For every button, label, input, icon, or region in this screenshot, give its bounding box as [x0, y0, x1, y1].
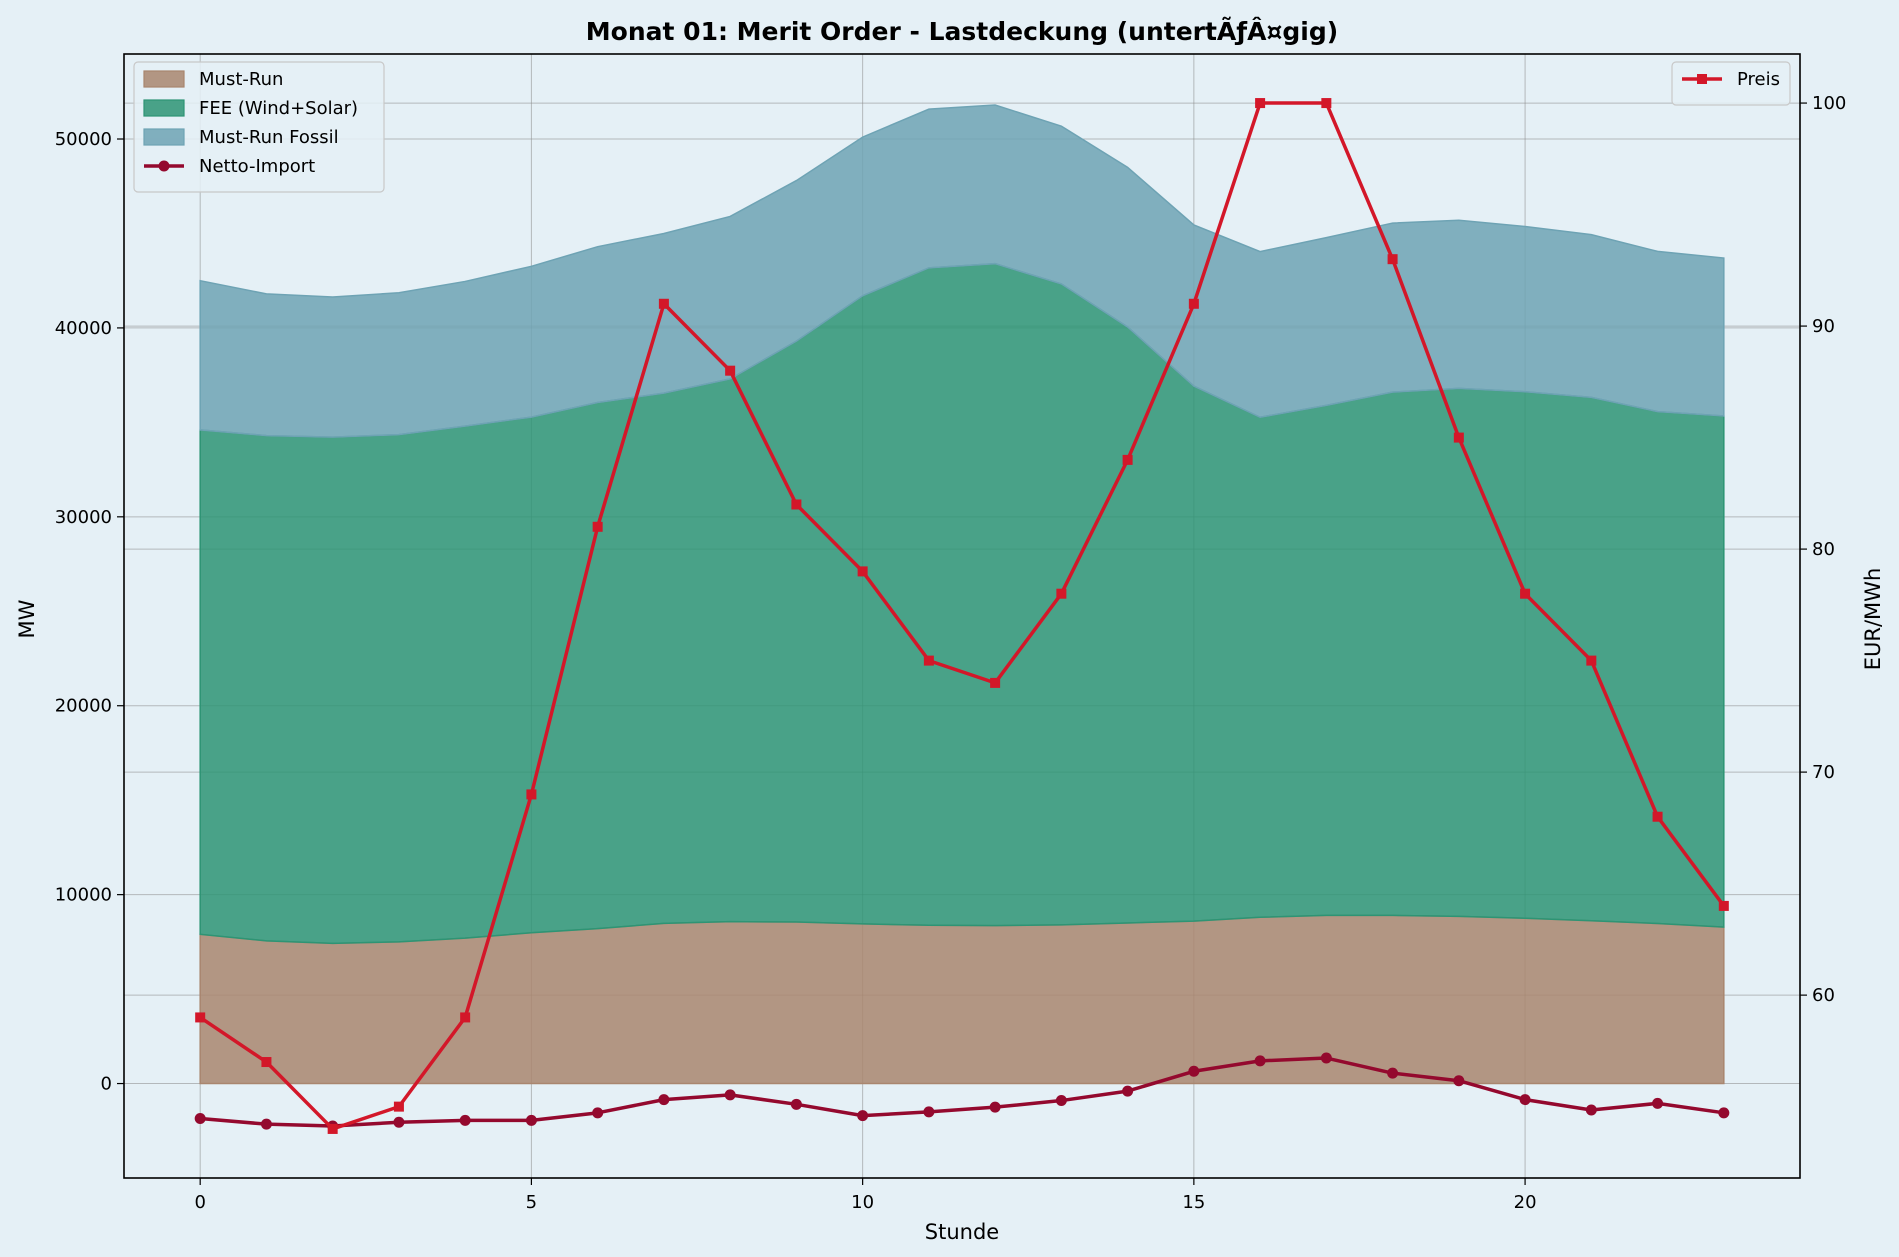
y2-tick-label: 80: [1812, 539, 1835, 560]
point-netto-import: [1188, 1065, 1200, 1077]
point-netto-import: [857, 1110, 869, 1122]
left-axis-lines: [194, 1052, 1730, 1132]
point-preis: [1387, 254, 1398, 265]
y2-tick-label: 60: [1812, 985, 1835, 1006]
x-tick-label: 15: [1182, 1192, 1205, 1213]
x-tick-label: 20: [1514, 1192, 1537, 1213]
point-preis: [1520, 588, 1531, 599]
legend-label-must-run: Must-Run: [199, 69, 283, 90]
point-netto-import: [790, 1098, 802, 1110]
point-netto-import: [1718, 1107, 1730, 1119]
legend-swatch-must-run-fossil: [143, 128, 185, 146]
legend-box: [1671, 61, 1791, 106]
x-tick-label: 0: [194, 1192, 205, 1213]
point-netto-import: [1122, 1085, 1134, 1097]
point-preis: [1453, 432, 1464, 443]
legend-swatch-must-run: [143, 70, 185, 88]
line-netto-import: [200, 1056, 1725, 1128]
y2-tick-label: 70: [1812, 762, 1835, 783]
chart-title: Monat 01: Merit Order - Lastdeckung (unt…: [586, 17, 1338, 46]
point-netto-import: [1585, 1104, 1597, 1116]
y2-axis-label: EUR/MWh: [1861, 568, 1885, 671]
legend-label-netto-import: Netto-Import: [199, 156, 315, 177]
legend-swatch-fee-wind-solar: [143, 99, 185, 117]
y-axis-label: MW: [15, 599, 39, 638]
point-netto-import: [724, 1089, 736, 1101]
point-netto-import: [1387, 1067, 1399, 1079]
point-netto-import: [989, 1101, 1001, 1113]
point-preis: [393, 1101, 404, 1112]
y-tick-label: 40000: [55, 318, 112, 339]
point-preis: [658, 298, 669, 309]
point-netto-import: [194, 1112, 206, 1124]
legend-label-preis: Preis: [1737, 69, 1780, 90]
legend-marker-preis: [1697, 74, 1707, 84]
point-preis: [923, 655, 934, 666]
point-netto-import: [923, 1106, 935, 1118]
point-preis: [460, 1012, 471, 1023]
legend-marker-netto-import: [158, 160, 170, 172]
x-tick-label: 10: [851, 1192, 874, 1213]
point-preis: [1188, 298, 1199, 309]
legend-label-must-run-fossil: Must-Run Fossil: [199, 127, 339, 148]
x-tick-label: 5: [526, 1192, 537, 1213]
x-axis-ticks: 0 5 10 15 20: [194, 1178, 1537, 1213]
y2-axis-ticks: 60 70 80 90 100: [1800, 93, 1846, 1006]
point-netto-import: [459, 1114, 471, 1126]
point-preis: [1122, 454, 1133, 465]
point-netto-import: [592, 1107, 604, 1119]
point-preis: [526, 789, 537, 800]
y-tick-label: 10000: [55, 885, 112, 906]
y-tick-label: 20000: [55, 696, 112, 717]
legend-label-fee-wind-solar: FEE (Wind+Solar): [199, 98, 358, 119]
point-preis: [592, 521, 603, 532]
point-netto-import: [260, 1118, 272, 1130]
point-netto-import: [1652, 1097, 1664, 1109]
stacked-areas: [199, 104, 1725, 1085]
point-preis: [1255, 98, 1266, 109]
point-preis: [990, 677, 1001, 688]
point-netto-import: [393, 1116, 405, 1128]
y-tick-label: 30000: [55, 507, 112, 528]
line-preis: [199, 101, 1726, 1131]
y2-tick-label: 90: [1812, 316, 1835, 337]
y-axis-ticks: 0 10000 20000 30000 40000 50000: [55, 129, 124, 1095]
point-preis: [791, 499, 802, 510]
legend-left: Must-Run FEE (Wind+Solar) Must-Run Fossil N…: [133, 61, 385, 193]
legend-right: Preis: [1671, 61, 1791, 106]
point-netto-import: [658, 1094, 670, 1106]
point-netto-import: [1055, 1095, 1067, 1107]
plot-frame: [123, 53, 1801, 1179]
y-tick-label: 0: [101, 1074, 112, 1095]
point-preis: [1321, 98, 1332, 109]
point-netto-import: [1320, 1052, 1332, 1064]
point-preis: [1056, 588, 1067, 599]
point-netto-import: [525, 1114, 537, 1126]
area-must-run-fossil: [199, 104, 1725, 438]
right-axis-lines: [195, 98, 1729, 1134]
x-axis-label: Stunde: [925, 1220, 999, 1244]
point-preis: [725, 365, 736, 376]
point-preis: [195, 1012, 206, 1023]
point-netto-import: [1254, 1055, 1266, 1067]
point-netto-import: [1453, 1075, 1465, 1087]
point-preis: [261, 1057, 272, 1068]
point-preis: [327, 1123, 338, 1134]
y2-tick-label: 100: [1812, 93, 1846, 114]
point-netto-import: [1519, 1094, 1531, 1106]
legend-box: [133, 61, 385, 193]
y-tick-label: 50000: [55, 129, 112, 150]
point-preis: [1718, 900, 1729, 911]
point-preis: [1652, 811, 1663, 822]
point-preis: [1586, 655, 1597, 666]
point-preis: [857, 566, 868, 577]
